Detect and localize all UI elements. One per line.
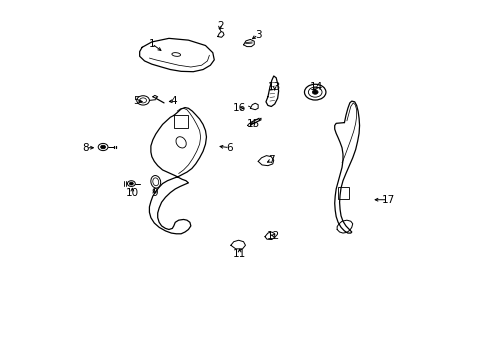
FancyBboxPatch shape xyxy=(174,115,188,128)
Circle shape xyxy=(101,145,105,149)
Text: 12: 12 xyxy=(266,231,280,240)
Circle shape xyxy=(308,87,322,97)
Circle shape xyxy=(140,98,146,103)
Text: 3: 3 xyxy=(254,30,261,40)
Ellipse shape xyxy=(150,176,161,188)
Text: 1: 1 xyxy=(148,39,155,49)
Text: 4: 4 xyxy=(170,96,177,106)
Text: 10: 10 xyxy=(125,188,139,198)
Circle shape xyxy=(137,96,149,105)
FancyBboxPatch shape xyxy=(337,187,348,199)
Text: 15: 15 xyxy=(246,120,259,129)
Circle shape xyxy=(98,143,108,150)
Text: 2: 2 xyxy=(216,21,223,31)
Text: 14: 14 xyxy=(309,82,323,92)
Text: 7: 7 xyxy=(267,155,274,165)
Text: 11: 11 xyxy=(232,248,246,258)
Circle shape xyxy=(127,181,135,186)
Ellipse shape xyxy=(172,53,180,56)
Text: 17: 17 xyxy=(381,195,394,205)
Circle shape xyxy=(304,84,325,100)
Circle shape xyxy=(312,90,318,94)
Text: 16: 16 xyxy=(232,103,246,113)
Ellipse shape xyxy=(152,178,159,186)
Circle shape xyxy=(129,182,133,185)
Text: 5: 5 xyxy=(133,96,139,106)
Text: 13: 13 xyxy=(267,82,281,92)
Text: 9: 9 xyxy=(151,188,157,198)
Text: 6: 6 xyxy=(226,143,233,153)
Text: 8: 8 xyxy=(82,143,89,153)
Ellipse shape xyxy=(176,137,186,148)
